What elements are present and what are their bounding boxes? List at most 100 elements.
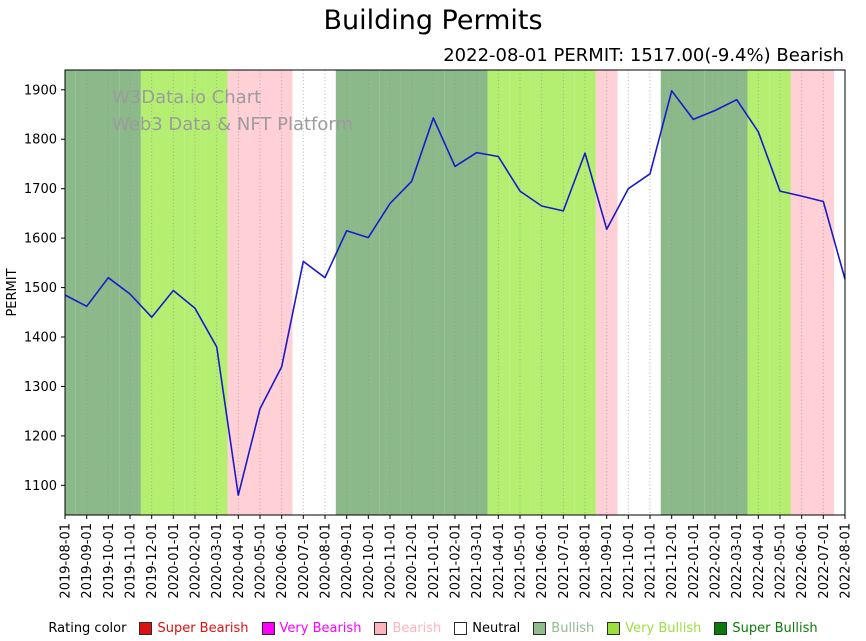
legend-item-bearish: Bearish (374, 621, 441, 636)
rating-band-very_bullish (162, 70, 185, 515)
x-tick-label: 2021-12-01 (665, 523, 680, 599)
y-tick-label: 1700 (24, 182, 57, 197)
x-tick-label: 2020-06-01 (275, 523, 290, 599)
x-tick-label: 2019-11-01 (124, 523, 139, 599)
x-tick-label: 2022-06-01 (795, 523, 810, 599)
rating-band-neutral (834, 70, 845, 515)
legend-item-super-bearish: Super Bearish (139, 621, 249, 636)
x-tick-label: 2020-11-01 (384, 523, 399, 599)
rating-band-bearish (249, 70, 271, 515)
legend-label: Bearish (392, 621, 442, 636)
x-tick-label: 2021-09-01 (600, 523, 615, 599)
x-tick-label: 2020-10-01 (362, 523, 377, 599)
legend-item-super-bullish: Super Bullish (714, 621, 818, 636)
y-tick-label: 1400 (24, 331, 57, 346)
rating-band-bullish (444, 70, 466, 515)
x-tick-label: 2021-10-01 (622, 523, 637, 599)
y-tick-label: 1100 (24, 479, 57, 494)
legend-swatch (454, 622, 468, 635)
legend-swatch (261, 622, 275, 635)
x-tick-label: 2020-08-01 (319, 523, 334, 599)
x-tick-label: 2022-07-01 (817, 523, 832, 599)
rating-band-bullish (660, 70, 683, 515)
x-tick-label: 2020-09-01 (340, 523, 355, 599)
legend-label: Neutral (472, 621, 521, 636)
rating-band-bullish (725, 70, 748, 515)
rating-band-bullish (379, 70, 401, 515)
legend-label: Bullish (551, 621, 595, 636)
rating-band-bearish (812, 70, 835, 515)
rating-band-neutral (314, 70, 336, 515)
legend-title: Rating color (48, 621, 127, 636)
x-tick-label: 2021-06-01 (535, 523, 550, 599)
y-tick-label: 1600 (24, 232, 57, 247)
rating-band-very_bullish (769, 70, 791, 515)
watermark-line2: Web3 Data & NFT Platform (112, 114, 354, 135)
x-tick-label: 2020-02-01 (189, 523, 204, 599)
rating-band-neutral (617, 70, 640, 515)
x-tick-label: 2022-04-01 (752, 523, 767, 599)
y-tick-label: 1200 (24, 429, 57, 444)
rating-band-bullish (682, 70, 705, 515)
rating-band-bearish (270, 70, 293, 515)
x-tick-label: 2021-04-01 (492, 523, 507, 599)
rating-band-neutral (639, 70, 661, 515)
chart-subtitle: 2022-08-01 PERMIT: 1517.00(-9.4%) Bearis… (443, 45, 844, 66)
x-tick-label: 2019-08-01 (59, 523, 74, 599)
rating-band-bullish (335, 70, 358, 515)
x-tick-label: 2021-05-01 (514, 523, 529, 599)
x-tick-label: 2019-12-01 (145, 523, 160, 599)
rating-band-bullish (119, 70, 141, 515)
x-tick-label: 2020-05-01 (254, 523, 269, 599)
x-tick-label: 2019-09-01 (80, 523, 95, 599)
rating-band-bearish (790, 70, 813, 515)
x-tick-label: 2019-10-01 (102, 523, 117, 599)
rating-band-very_bullish (530, 70, 553, 515)
rating-band-very_bullish (747, 70, 770, 515)
x-tick-label: 2020-07-01 (297, 523, 312, 599)
legend-swatch (714, 622, 728, 635)
legend-item-neutral: Neutral (454, 621, 520, 636)
x-tick-label: 2022-05-01 (774, 523, 789, 599)
x-tick-label: 2020-01-01 (167, 523, 182, 599)
x-tick-label: 2022-03-01 (730, 523, 745, 599)
legend-item-very-bearish: Very Bearish (261, 621, 361, 636)
rating-band-bullish (465, 70, 488, 515)
x-tick-label: 2020-04-01 (232, 523, 247, 599)
rating-band-bullish (75, 70, 98, 515)
x-axis: 2019-08-01 2019-09-01 2019-10-01 2019-11-01… (59, 515, 854, 599)
rating-band-bearish (227, 70, 250, 515)
y-tick-label: 1900 (24, 83, 57, 98)
rating-band-bullish (422, 70, 445, 515)
rating-bands (65, 70, 845, 515)
y-tick-label: 1800 (24, 133, 57, 148)
x-tick-label: 2021-01-01 (427, 523, 442, 599)
legend-item-bullish: Bullish (533, 621, 594, 636)
x-tick-label: 2022-01-01 (687, 523, 702, 599)
y-tick-label: 1500 (24, 281, 57, 296)
rating-band-very_bullish (487, 70, 510, 515)
watermark: W3Data.io Chart Web3 Data & NFT Platform (112, 84, 353, 138)
x-tick-label: 2022-02-01 (709, 523, 724, 599)
x-tick-label: 2021-03-01 (470, 523, 485, 599)
rating-band-bullish (65, 70, 76, 515)
permit-series-line (64, 90, 846, 497)
rating-band-very_bullish (184, 70, 206, 515)
legend-item-very-bullish: Very Bullish (607, 621, 701, 636)
rating-band-very_bullish (552, 70, 575, 515)
rating-band-bullish (357, 70, 380, 515)
x-tick-label: 2020-12-01 (405, 523, 420, 599)
rating-band-bullish (400, 70, 423, 515)
y-tick-label: 1300 (24, 380, 57, 395)
rating-band-very_bullish (205, 70, 228, 515)
x-tick-label: 2021-11-01 (644, 523, 659, 599)
legend-swatch (533, 622, 547, 635)
x-tick-label: 2020-03-01 (210, 523, 225, 599)
rating-band-bullish (704, 70, 726, 515)
rating-band-very_bullish (574, 70, 596, 515)
legend-label: Very Bullish (625, 621, 702, 636)
y-axis: 1100 1200 1300 1400 1500 1600 1700 1800 1900 (24, 83, 65, 494)
chart-title: Building Permits (323, 5, 543, 36)
